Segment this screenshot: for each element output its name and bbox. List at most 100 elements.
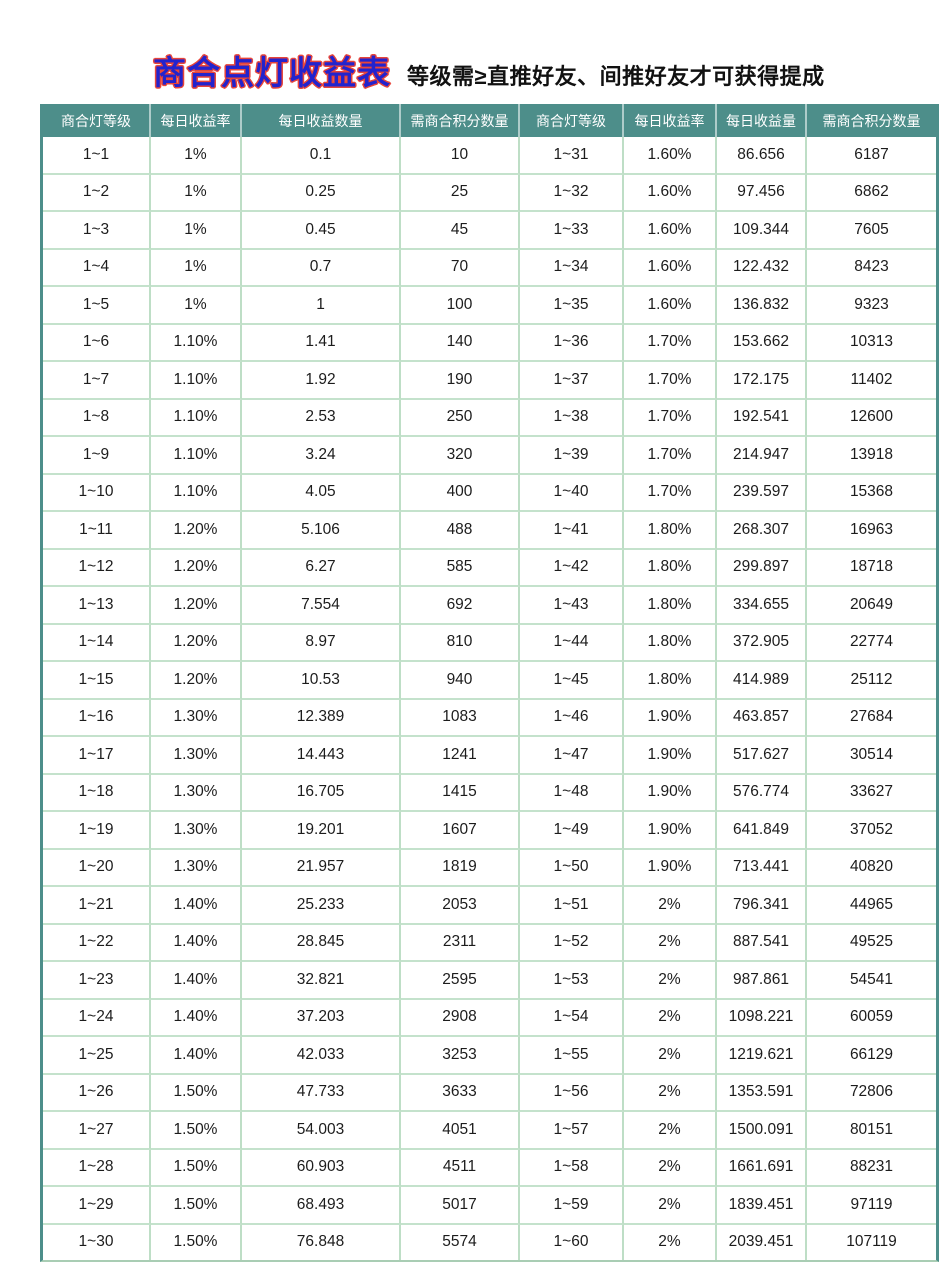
table-cell: 239.597 — [717, 474, 807, 512]
table-cell: 153.662 — [717, 324, 807, 362]
table-cell: 1.30% — [151, 774, 242, 812]
table-cell: 97.456 — [717, 174, 807, 212]
table-cell: 70 — [401, 249, 520, 287]
table-cell: 1~3 — [43, 212, 151, 250]
table-cell: 30514 — [807, 737, 936, 775]
page-title: 商合点灯收益表 — [153, 54, 391, 91]
table-cell: 1.92 — [242, 362, 401, 400]
table-cell: 1083 — [401, 699, 520, 737]
table-cell: 1.10% — [151, 437, 242, 475]
table-cell: 192.541 — [717, 399, 807, 437]
table-cell: 4511 — [401, 1149, 520, 1187]
table-cell: 7.554 — [242, 587, 401, 625]
table-cell: 0.45 — [242, 212, 401, 250]
table-cell: 372.905 — [717, 624, 807, 662]
table-cell: 4051 — [401, 1112, 520, 1150]
table-cell: 1~40 — [520, 474, 624, 512]
table-cell: 1~53 — [520, 962, 624, 1000]
table-cell: 109.344 — [717, 212, 807, 250]
table-cell: 1~48 — [520, 774, 624, 812]
table-cell: 887.541 — [717, 924, 807, 962]
table-cell: 1661.691 — [717, 1149, 807, 1187]
table-row: 1~4 1% 0.7 70 1~34 1.60% 122.432 8423 — [43, 249, 936, 287]
table-row: 1~5 1% 1 100 1~35 1.60% 136.832 9323 — [43, 287, 936, 325]
table-cell: 1.90% — [624, 737, 717, 775]
table-cell: 66129 — [807, 1037, 936, 1075]
table-cell: 1~51 — [520, 887, 624, 925]
table-cell: 1.50% — [151, 1074, 242, 1112]
table-cell: 18718 — [807, 549, 936, 587]
table-cell: 72806 — [807, 1074, 936, 1112]
table-cell: 1~16 — [43, 699, 151, 737]
table-cell: 6187 — [807, 137, 936, 175]
table-cell: 488 — [401, 512, 520, 550]
table-cell: 1~21 — [43, 887, 151, 925]
table-cell: 1.20% — [151, 512, 242, 550]
table-cell: 1.30% — [151, 812, 242, 850]
table-cell: 1.90% — [624, 849, 717, 887]
table-cell: 2% — [624, 1112, 717, 1150]
table-cell: 463.857 — [717, 699, 807, 737]
table-row: 1~19 1.30% 19.201 1607 1~49 1.90% 641.849 37052 — [43, 812, 936, 850]
table-cell: 1~55 — [520, 1037, 624, 1075]
table-cell: 190 — [401, 362, 520, 400]
table-cell: 1.10% — [151, 324, 242, 362]
table-cell: 2% — [624, 1224, 717, 1260]
column-header: 每日收益数量 — [242, 104, 401, 137]
table-cell: 140 — [401, 324, 520, 362]
table-cell: 1~56 — [520, 1074, 624, 1112]
table-cell: 1.40% — [151, 999, 242, 1037]
table-cell: 12600 — [807, 399, 936, 437]
table-cell: 3.24 — [242, 437, 401, 475]
table-cell: 268.307 — [717, 512, 807, 550]
table-cell: 1~37 — [520, 362, 624, 400]
table-cell: 33627 — [807, 774, 936, 812]
table-cell: 1.30% — [151, 737, 242, 775]
table-row: 1~11 1.20% 5.106 488 1~41 1.80% 268.307 16963 — [43, 512, 936, 550]
table-cell: 1.80% — [624, 587, 717, 625]
table-cell: 1~8 — [43, 399, 151, 437]
table-row: 1~30 1.50% 76.848 5574 1~60 2% 2039.451 107119 — [43, 1224, 936, 1260]
table-cell: 692 — [401, 587, 520, 625]
table-cell: 1219.621 — [717, 1037, 807, 1075]
table-cell: 1.90% — [624, 699, 717, 737]
table-cell: 2908 — [401, 999, 520, 1037]
table-row: 1~2 1% 0.25 25 1~32 1.60% 97.456 6862 — [43, 174, 936, 212]
table-cell: 1~39 — [520, 437, 624, 475]
table-row: 1~26 1.50% 47.733 3633 1~56 2% 1353.591 72806 — [43, 1074, 936, 1112]
table-cell: 2053 — [401, 887, 520, 925]
table-cell: 1~42 — [520, 549, 624, 587]
table-row: 1~24 1.40% 37.203 2908 1~54 2% 1098.221 60059 — [43, 999, 936, 1037]
table-cell: 1.40% — [151, 1037, 242, 1075]
table-cell: 1.70% — [624, 474, 717, 512]
table-cell: 1% — [151, 212, 242, 250]
table-cell: 19.201 — [242, 812, 401, 850]
table-cell: 97119 — [807, 1187, 936, 1225]
table-cell: 27684 — [807, 699, 936, 737]
table-cell: 2% — [624, 887, 717, 925]
table-cell: 2311 — [401, 924, 520, 962]
table-cell: 1~32 — [520, 174, 624, 212]
table-cell: 1.70% — [624, 437, 717, 475]
table-cell: 1~33 — [520, 212, 624, 250]
table-cell: 1~4 — [43, 249, 151, 287]
table-cell: 1.40% — [151, 962, 242, 1000]
table-row: 1~21 1.40% 25.233 2053 1~51 2% 796.341 44965 — [43, 887, 936, 925]
table-cell: 21.957 — [242, 849, 401, 887]
table-cell: 1~15 — [43, 662, 151, 700]
table-cell: 1.80% — [624, 662, 717, 700]
table-cell: 1~13 — [43, 587, 151, 625]
table-cell: 1~1 — [43, 137, 151, 175]
table-cell: 1.60% — [624, 212, 717, 250]
table-row: 1~25 1.40% 42.033 3253 1~55 2% 1219.621 66129 — [43, 1037, 936, 1075]
table-cell: 1~52 — [520, 924, 624, 962]
table-cell: 1~35 — [520, 287, 624, 325]
table-cell: 400 — [401, 474, 520, 512]
table-cell: 32.821 — [242, 962, 401, 1000]
table-cell: 334.655 — [717, 587, 807, 625]
table-row: 1~23 1.40% 32.821 2595 1~53 2% 987.861 54541 — [43, 962, 936, 1000]
table-row: 1~6 1.10% 1.41 140 1~36 1.70% 153.662 10313 — [43, 324, 936, 362]
table-cell: 1~43 — [520, 587, 624, 625]
table-cell: 2% — [624, 1074, 717, 1112]
